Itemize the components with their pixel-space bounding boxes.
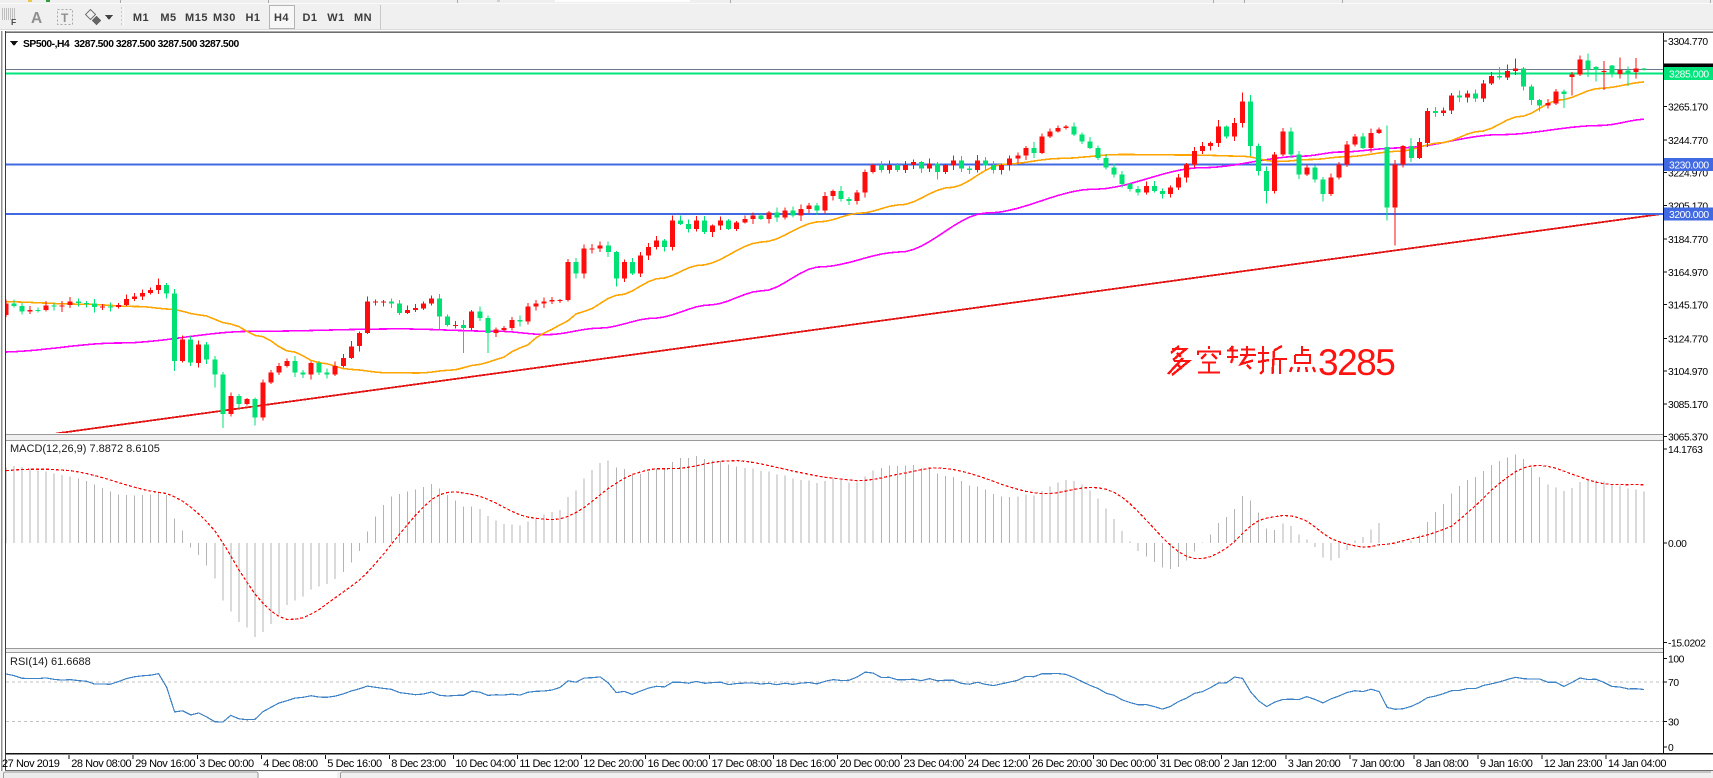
svg-text:T: T [61,11,69,25]
svg-text:10 Dec 04:00: 10 Dec 04:00 [455,758,515,770]
svg-text:4 Dec 08:00: 4 Dec 08:00 [263,758,318,770]
svg-text:3304.770: 3304.770 [1668,37,1708,48]
svg-text:3265.170: 3265.170 [1668,102,1708,113]
svg-text:11 Dec 12:00: 11 Dec 12:00 [519,758,579,770]
svg-text:31 Dec 08:00: 31 Dec 08:00 [1160,758,1220,770]
svg-text:3065.370: 3065.370 [1668,433,1708,444]
svg-text:26 Dec 20:00: 26 Dec 20:00 [1032,758,1092,770]
svg-text:3 Dec 00:00: 3 Dec 00:00 [199,758,254,770]
svg-text:SP500-,H4 3287.500 3287.500 3: SP500-,H4 3287.500 3287.500 3287.500 328… [23,39,239,50]
svg-text:3184.770: 3184.770 [1668,235,1708,246]
svg-text:100: 100 [1668,655,1685,666]
svg-text:M15: M15 [185,12,208,24]
svg-text:30: 30 [1668,718,1679,729]
svg-text:8 Dec 23:00: 8 Dec 23:00 [391,758,446,770]
svg-text:28 Nov 08:00: 28 Nov 08:00 [71,758,131,770]
svg-text:3124.770: 3124.770 [1668,334,1708,345]
svg-text:MN: MN [354,12,372,24]
svg-text:F: F [11,17,16,27]
svg-text:3205.170: 3205.170 [1668,202,1708,213]
svg-text:12 Jan 23:00: 12 Jan 23:00 [1544,758,1603,770]
svg-text:H4: H4 [274,12,289,24]
svg-text:3 Jan 20:00: 3 Jan 20:00 [1288,758,1341,770]
svg-text:3285.000: 3285.000 [1669,70,1709,81]
svg-text:3224.970: 3224.970 [1668,169,1708,180]
svg-text:H1: H1 [245,12,260,24]
svg-text:18 Dec 16:00: 18 Dec 16:00 [776,758,836,770]
svg-text:RSI(14) 61.6688: RSI(14) 61.6688 [10,656,91,668]
svg-text:27 Nov 2019: 27 Nov 2019 [2,758,60,770]
svg-text:14.1763: 14.1763 [1668,445,1703,456]
svg-text:-15.0202: -15.0202 [1668,639,1706,650]
svg-text:3104.970: 3104.970 [1668,367,1708,378]
svg-text:70: 70 [1668,678,1679,689]
svg-text:0.00: 0.00 [1668,539,1687,550]
svg-text:M5: M5 [160,12,176,24]
svg-text:16 Dec 00:00: 16 Dec 00:00 [648,758,708,770]
svg-text:3085.170: 3085.170 [1668,400,1708,411]
svg-text:20 Dec 00:00: 20 Dec 00:00 [840,758,900,770]
svg-text:30 Dec 00:00: 30 Dec 00:00 [1096,758,1156,770]
svg-text:23 Dec 04:00: 23 Dec 04:00 [904,758,964,770]
svg-text:29 Nov 16:00: 29 Nov 16:00 [135,758,195,770]
svg-text:7 Jan 00:00: 7 Jan 00:00 [1352,758,1405,770]
svg-text:3285: 3285 [1318,342,1395,383]
svg-text:0: 0 [1668,743,1674,754]
svg-text:M1: M1 [133,12,149,24]
svg-text:MACD(12,26,9) 7.8872 8.6105: MACD(12,26,9) 7.8872 8.6105 [10,443,160,455]
svg-text:8 Jan 08:00: 8 Jan 08:00 [1416,758,1469,770]
svg-text:3230.000: 3230.000 [1669,160,1709,171]
svg-text:9 Jan 16:00: 9 Jan 16:00 [1480,758,1533,770]
svg-text:3244.770: 3244.770 [1668,136,1708,147]
svg-text:3164.970: 3164.970 [1668,268,1708,279]
svg-text:2 Jan 12:00: 2 Jan 12:00 [1224,758,1277,770]
svg-text:24 Dec 12:00: 24 Dec 12:00 [968,758,1028,770]
svg-text:D1: D1 [302,12,317,24]
svg-text:3145.170: 3145.170 [1668,301,1708,312]
svg-text:12 Dec 20:00: 12 Dec 20:00 [583,758,643,770]
svg-text:M30: M30 [213,12,236,24]
svg-text:17 Dec 08:00: 17 Dec 08:00 [712,758,772,770]
svg-text:5 Dec 16:00: 5 Dec 16:00 [327,758,382,770]
svg-text:3200.000: 3200.000 [1669,210,1709,221]
svg-text:14 Jan 04:00: 14 Jan 04:00 [1608,758,1667,770]
svg-text:W1: W1 [327,12,345,24]
svg-text:A: A [31,10,42,27]
